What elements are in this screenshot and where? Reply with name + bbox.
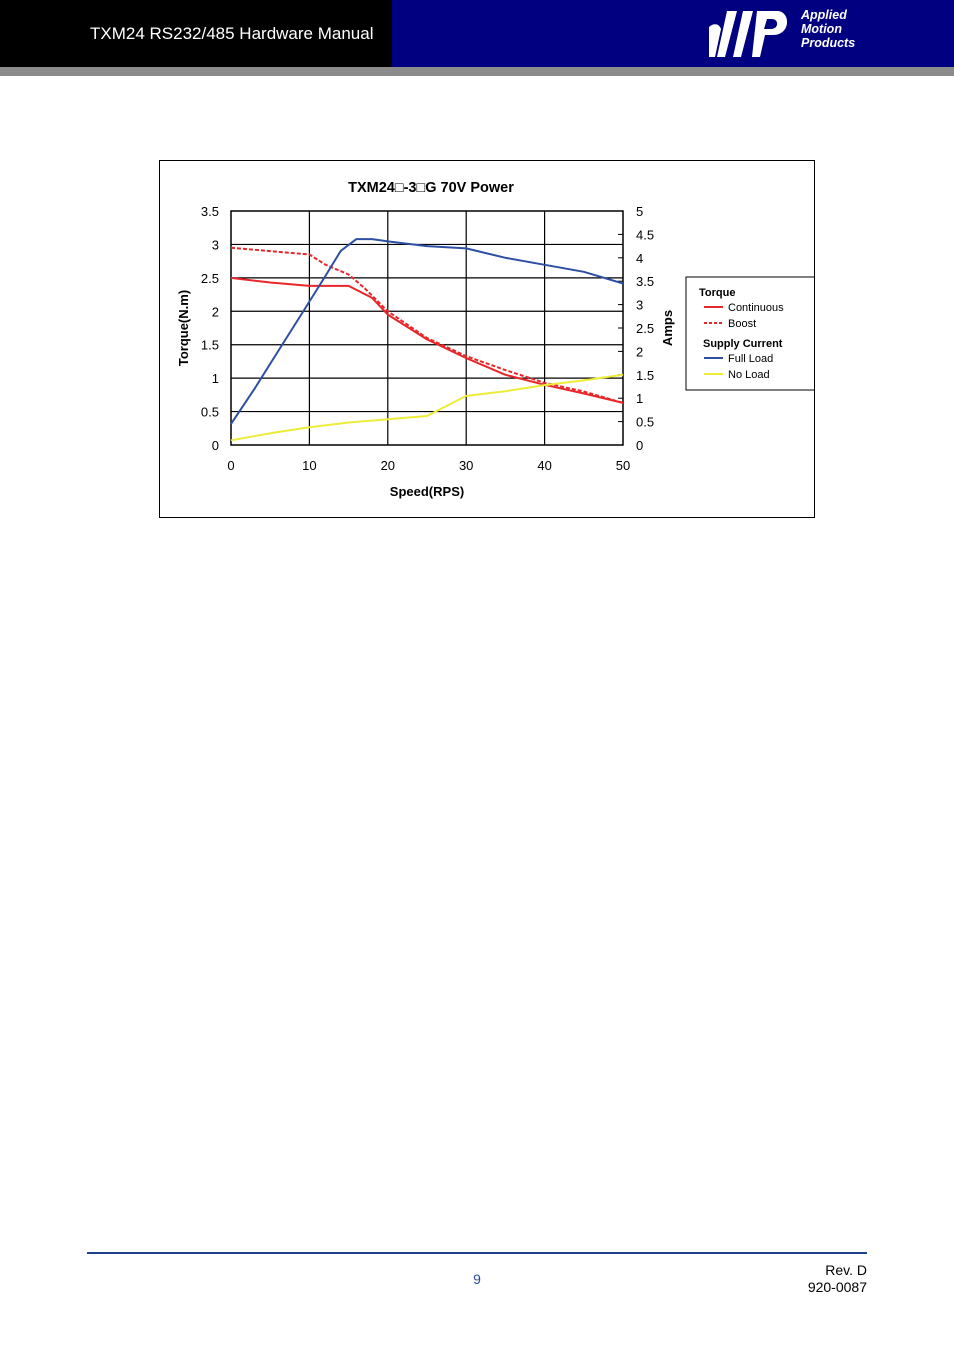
plot-area	[230, 210, 624, 446]
y-left-tick-label: 2	[212, 304, 219, 319]
chart-title: TXM24□-3□G 70V Power	[348, 180, 514, 196]
header-title-bar: TXM24 RS232/485 Hardware Manual	[0, 0, 392, 67]
x-tick-label: 10	[302, 458, 316, 473]
x-tick-label: 50	[616, 458, 630, 473]
revision-label: Rev. D	[825, 1262, 867, 1278]
chart: 0 10 20 30 40 50 0 0.5 1 1.5 2 2.5 3 3.5 0 0.5 1 1.5 2 2.5 3…	[176, 180, 814, 499]
y-right-tick-label: 2	[636, 344, 643, 359]
document-number: 920-0087	[807, 1279, 867, 1295]
series-line-no-load	[230, 373, 624, 442]
series-line-continuous	[230, 276, 624, 404]
y-left-tick-label: 1.5	[201, 338, 219, 353]
legend-entry-label: Full Load	[728, 353, 773, 365]
series-line-boost	[230, 246, 624, 404]
x-tick-label: 0	[227, 458, 234, 473]
logo-line-2: Motion	[801, 22, 842, 36]
header-gray-stripe	[0, 67, 954, 76]
legend-box	[685, 276, 814, 391]
legend-entry-label: No Load	[728, 369, 770, 381]
y-right-tick-label: 3	[636, 298, 643, 313]
x-tick-label: 30	[459, 458, 473, 473]
y-right-tick-label: 3.5	[636, 274, 654, 289]
y-left-tick-label: 1	[212, 371, 219, 386]
y-left-tick-label: 2.5	[201, 271, 219, 286]
x-tick-label: 20	[381, 458, 395, 473]
logo-mark-icon	[709, 11, 788, 57]
x-tick-label: 40	[537, 458, 551, 473]
document-title: TXM24 RS232/485 Hardware Manual	[90, 24, 374, 43]
legend-entry-label: Boost	[728, 318, 756, 330]
page-number: 9	[473, 1271, 481, 1287]
header-brand-bar	[392, 0, 954, 67]
y-right-tick-label: 0	[636, 438, 643, 453]
y-right-tick-label: 0.5	[636, 415, 654, 430]
y-left-tick-label: 0	[212, 438, 219, 453]
y-right-tick-label: 5	[636, 204, 643, 219]
y-left-tick-label: 3	[212, 237, 219, 252]
y-right-tick-label: 1.5	[636, 368, 654, 383]
logo-line-1: Applied	[801, 8, 847, 22]
legend-entry-label: Continuous	[728, 302, 784, 314]
y-right-tick-label: 4.5	[636, 227, 654, 242]
y-left-tick-label: 3.5	[201, 204, 219, 219]
legend-group-title: Torque	[699, 287, 735, 299]
company-logo: Applied Motion Products	[705, 5, 875, 61]
revision-block: Rev. D 920-0087	[808, 1262, 867, 1296]
y-right-tick-label: 2.5	[636, 321, 654, 336]
legend-group-title: Supply Current	[703, 338, 783, 350]
y-right-tick-label: 4	[636, 251, 643, 266]
y-right-tick-label: 1	[636, 391, 643, 406]
logo-text: Applied Motion Products	[801, 8, 855, 50]
footer-divider	[87, 1252, 867, 1254]
y-left-tick-label: 0.5	[201, 405, 219, 420]
chart-container: 0 10 20 30 40 50 0 0.5 1 1.5 2 2.5 3 3.5 0 0.5 1 1.5 2 2.5 3…	[159, 160, 815, 518]
y-left-axis-label: Torque(N.m)	[176, 290, 191, 366]
x-axis-label: Speed(RPS)	[390, 484, 464, 499]
y-right-axis-label: Amps	[660, 310, 675, 346]
series-line-full-load	[230, 238, 624, 425]
logo-line-3: Products	[801, 36, 856, 50]
